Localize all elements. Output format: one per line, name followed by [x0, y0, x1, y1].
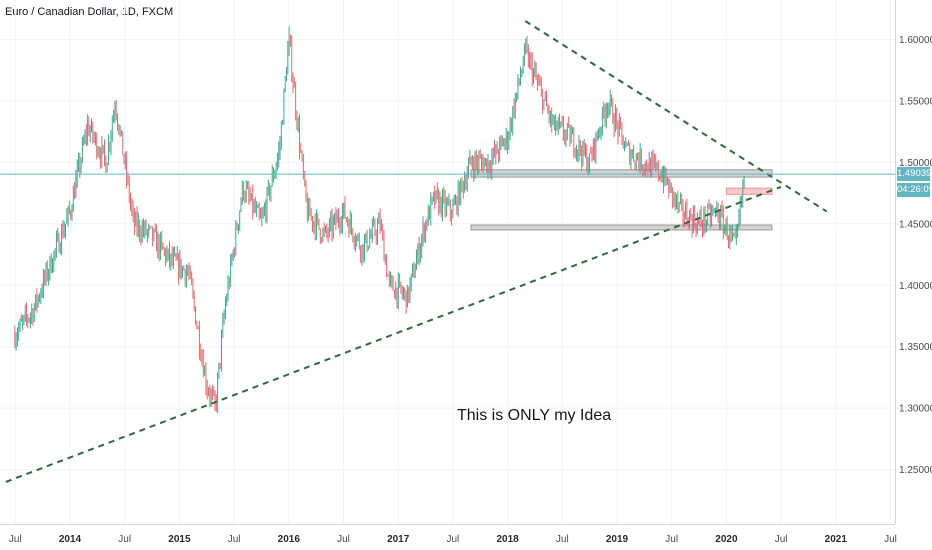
- zone-rect: [470, 169, 773, 178]
- candles: [14, 26, 745, 414]
- annotation-text: This is ONLY my Idea: [457, 407, 612, 424]
- bar-countdown-badge: 04:26:09: [897, 183, 932, 197]
- y-axis-line: [895, 0, 896, 524]
- y-tick-label: 1.45000: [899, 219, 932, 230]
- x-axis-line: [0, 524, 895, 525]
- trend-line: [5, 185, 782, 483]
- x-tick-label: 2017: [387, 534, 410, 545]
- x-tick-label: Jul: [447, 534, 460, 545]
- x-tick-label: Jul: [775, 534, 788, 545]
- y-tick-label: 1.35000: [899, 342, 932, 353]
- x-tick-label: 2018: [496, 534, 519, 545]
- x-tick-label: Jul: [665, 534, 678, 545]
- x-tick-label: Jul: [118, 534, 131, 545]
- x-tick-label: 2016: [278, 534, 301, 545]
- last-price-badge: 1.49039: [897, 167, 932, 181]
- chart-title: Euro / Canadian Dollar, 1D, FXCM: [5, 6, 174, 18]
- y-tick-label: 1.25000: [899, 465, 932, 476]
- x-tick-label: 2015: [168, 534, 191, 545]
- zone-rect: [725, 187, 773, 195]
- zone-rect: [470, 224, 773, 231]
- y-tick-label: 1.50000: [899, 158, 932, 169]
- x-tick-label: 2020: [715, 534, 738, 545]
- x-tick-label: 2019: [606, 534, 629, 545]
- x-tick-label: 2021: [825, 534, 848, 545]
- trend-line: [524, 20, 828, 213]
- y-tick-label: 1.40000: [899, 281, 932, 292]
- x-tick-label: Jul: [228, 534, 241, 545]
- x-tick-label: Jul: [337, 534, 350, 545]
- y-tick-label: 1.55000: [899, 96, 932, 107]
- y-tick-label: 1.60000: [899, 35, 932, 46]
- y-tick-label: 1.30000: [899, 404, 932, 415]
- x-tick-label: Jul: [884, 534, 897, 545]
- x-tick-label: Jul: [9, 534, 22, 545]
- x-tick-label: Jul: [556, 534, 569, 545]
- x-tick-label: 2014: [59, 534, 82, 545]
